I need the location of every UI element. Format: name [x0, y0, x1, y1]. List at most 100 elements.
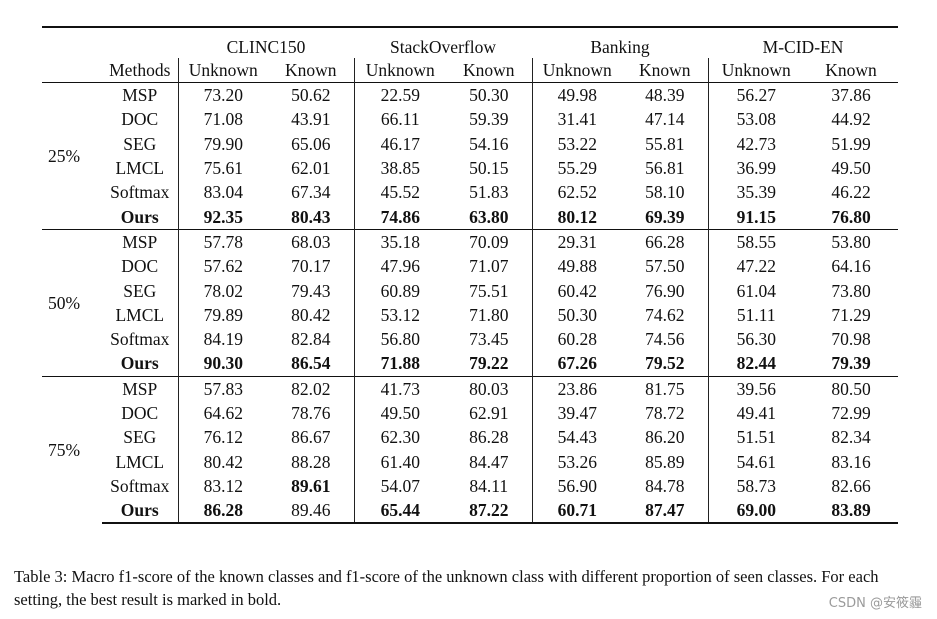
proportion-label: 25% — [42, 82, 102, 230]
method-name: Ours — [102, 498, 178, 525]
known-score-cell: 67.34 — [291, 182, 331, 203]
unknown-score-cell: 53.08 — [707, 107, 805, 132]
unknown-score-cell: 49.50 — [353, 400, 446, 426]
unknown-score-cell: 46.17 — [353, 131, 446, 156]
table-row: LMCL 75.61 62.01 38.85 50.15 55.29 56.81 36.99 4… — [42, 155, 898, 181]
known-score-cell: 58.10 — [645, 182, 685, 203]
unknown-score-cell: 74.86 — [353, 204, 446, 230]
unknown-score-cell: 60.42 — [531, 278, 623, 303]
unknown-score-cell: 36.99 — [707, 155, 805, 181]
known-score-cell: 73.80 — [831, 280, 871, 301]
unknown-score-cell: 58.55 — [707, 228, 805, 255]
unknown-score-cell: 62.52 — [531, 180, 623, 205]
corner-cell — [42, 26, 102, 58]
unknown-header: Unknown — [177, 58, 268, 83]
unknown-header: Unknown — [707, 58, 805, 83]
unknown-score-cell: 83.04 — [177, 180, 268, 205]
known-score-cell: 72.99 — [831, 403, 871, 423]
method-name: Softmax — [110, 329, 170, 350]
unknown-score-cell: 82.44 — [707, 351, 805, 377]
unknown-score-cell: 92.35 — [177, 204, 268, 230]
unknown-score-cell: 75.61 — [177, 155, 268, 181]
known-score-cell: 48.39 — [622, 82, 709, 108]
unknown-score-cell: 39.56 — [707, 375, 805, 401]
unknown-score-cell: 71.88 — [353, 351, 446, 377]
method-name: SEG — [123, 133, 157, 154]
unknown-score-cell: 50.30 — [531, 302, 623, 327]
dataset-header: StackOverflow — [354, 26, 533, 58]
unknown-score-cell: 23.86 — [531, 375, 623, 401]
table-row: 50% MSP 57.78 68.03 35.18 70.09 29.31 66.28 58.5… — [42, 228, 899, 377]
known-score-cell: 69.39 — [645, 206, 685, 227]
known-score-cell: 71.29 — [831, 304, 871, 325]
known-score-cell: 62.01 — [291, 158, 331, 179]
known-score-cell: 86.28 — [469, 427, 509, 448]
unknown-score-cell: 54.61 — [707, 449, 805, 474]
unknown-score-cell: 66.11 — [353, 107, 446, 132]
known-score-cell: 83.89 — [804, 498, 899, 525]
method-name: LMCL — [115, 158, 165, 179]
known-score-cell: 88.28 — [291, 451, 331, 472]
unknown-score-cell: 61.04 — [707, 278, 805, 303]
known-score-cell: 44.92 — [831, 109, 871, 130]
known-score-cell: 80.03 — [446, 375, 533, 401]
method-name: LMCL — [115, 451, 165, 472]
unknown-score-cell: 29.31 — [531, 228, 623, 255]
known-score-cell: 79.43 — [291, 280, 331, 301]
known-score-cell: 70.98 — [831, 329, 871, 350]
table-row: 25% MSP 73.20 50.62 22.59 50.30 49.98 48.39 56.2… — [42, 82, 899, 230]
known-score-cell: 74.62 — [645, 304, 685, 325]
unknown-score-cell: 49.41 — [707, 400, 805, 426]
unknown-score-cell: 90.30 — [177, 351, 268, 377]
known-header: Known — [462, 59, 515, 80]
method-name: DOC — [121, 256, 159, 277]
known-score-cell: 80.43 — [291, 206, 331, 227]
known-score-cell: 83.16 — [831, 451, 871, 472]
unknown-score-cell: 73.20 — [177, 82, 268, 108]
known-score-cell: 50.62 — [268, 82, 354, 108]
known-score-cell: 86.54 — [291, 353, 331, 374]
table-row: Ours 86.28 89.46 65.44 87.22 60.71 87.47 69.00 8… — [42, 498, 899, 525]
known-score-cell: 87.47 — [622, 498, 709, 525]
table-row: SEG 76.12 86.67 62.30 86.28 54.43 86.20 51.51 82… — [42, 425, 898, 450]
known-score-cell: 81.75 — [622, 375, 709, 401]
table-row: DOC 71.08 43.91 66.11 59.39 31.41 47.14 53.08 44… — [42, 107, 898, 132]
known-score-cell: 84.78 — [645, 475, 685, 496]
table-body: 25% MSP 73.20 50.62 22.59 50.30 49.98 48.39 56.2… — [42, 82, 899, 525]
method-name: MSP — [102, 82, 178, 108]
unknown-score-cell: 31.41 — [531, 107, 623, 132]
unknown-score-cell: 55.29 — [531, 155, 623, 181]
unknown-score-cell: 51.51 — [707, 425, 805, 450]
unknown-score-cell: 41.73 — [353, 375, 446, 401]
dataset-header: Banking — [532, 26, 709, 58]
unknown-score-cell: 79.90 — [177, 131, 268, 156]
known-score-cell: 57.50 — [645, 256, 685, 277]
unknown-score-cell: 78.02 — [177, 278, 268, 303]
unknown-score-cell: 56.80 — [353, 326, 446, 352]
unknown-score-cell: 38.85 — [353, 155, 446, 181]
unknown-score-cell: 49.88 — [531, 254, 623, 279]
known-score-cell: 51.99 — [831, 133, 871, 154]
unknown-score-cell: 57.78 — [177, 228, 268, 255]
known-score-cell: 82.84 — [291, 329, 331, 350]
unknown-score-cell: 80.42 — [177, 449, 268, 474]
unknown-score-cell: 51.11 — [707, 302, 805, 327]
unknown-score-cell: 71.08 — [177, 107, 268, 132]
proportion-header — [42, 58, 102, 83]
known-score-cell: 37.86 — [804, 82, 899, 108]
method-name: LMCL — [115, 304, 165, 325]
known-score-cell: 63.80 — [469, 206, 509, 227]
known-score-cell: 82.02 — [268, 375, 354, 401]
known-score-cell: 55.81 — [645, 133, 685, 154]
dataset-header: M-CID-EN — [708, 26, 899, 58]
method-name: SEG — [123, 280, 157, 301]
unknown-score-cell: 56.30 — [707, 326, 805, 352]
unknown-score-cell: 84.19 — [177, 326, 268, 352]
unknown-score-cell: 53.12 — [353, 302, 446, 327]
table-row: Softmax 83.12 89.61 54.07 84.11 56.90 84.78 58.… — [42, 473, 898, 499]
known-score-cell: 82.66 — [831, 475, 871, 496]
table-row: DOC 64.62 78.76 49.50 62.91 39.47 78.72 49.41 72… — [42, 400, 898, 426]
known-score-cell: 68.03 — [268, 228, 354, 255]
watermark: CSDN @安筱霾 — [828, 596, 922, 611]
unknown-score-cell: 69.00 — [707, 498, 805, 525]
